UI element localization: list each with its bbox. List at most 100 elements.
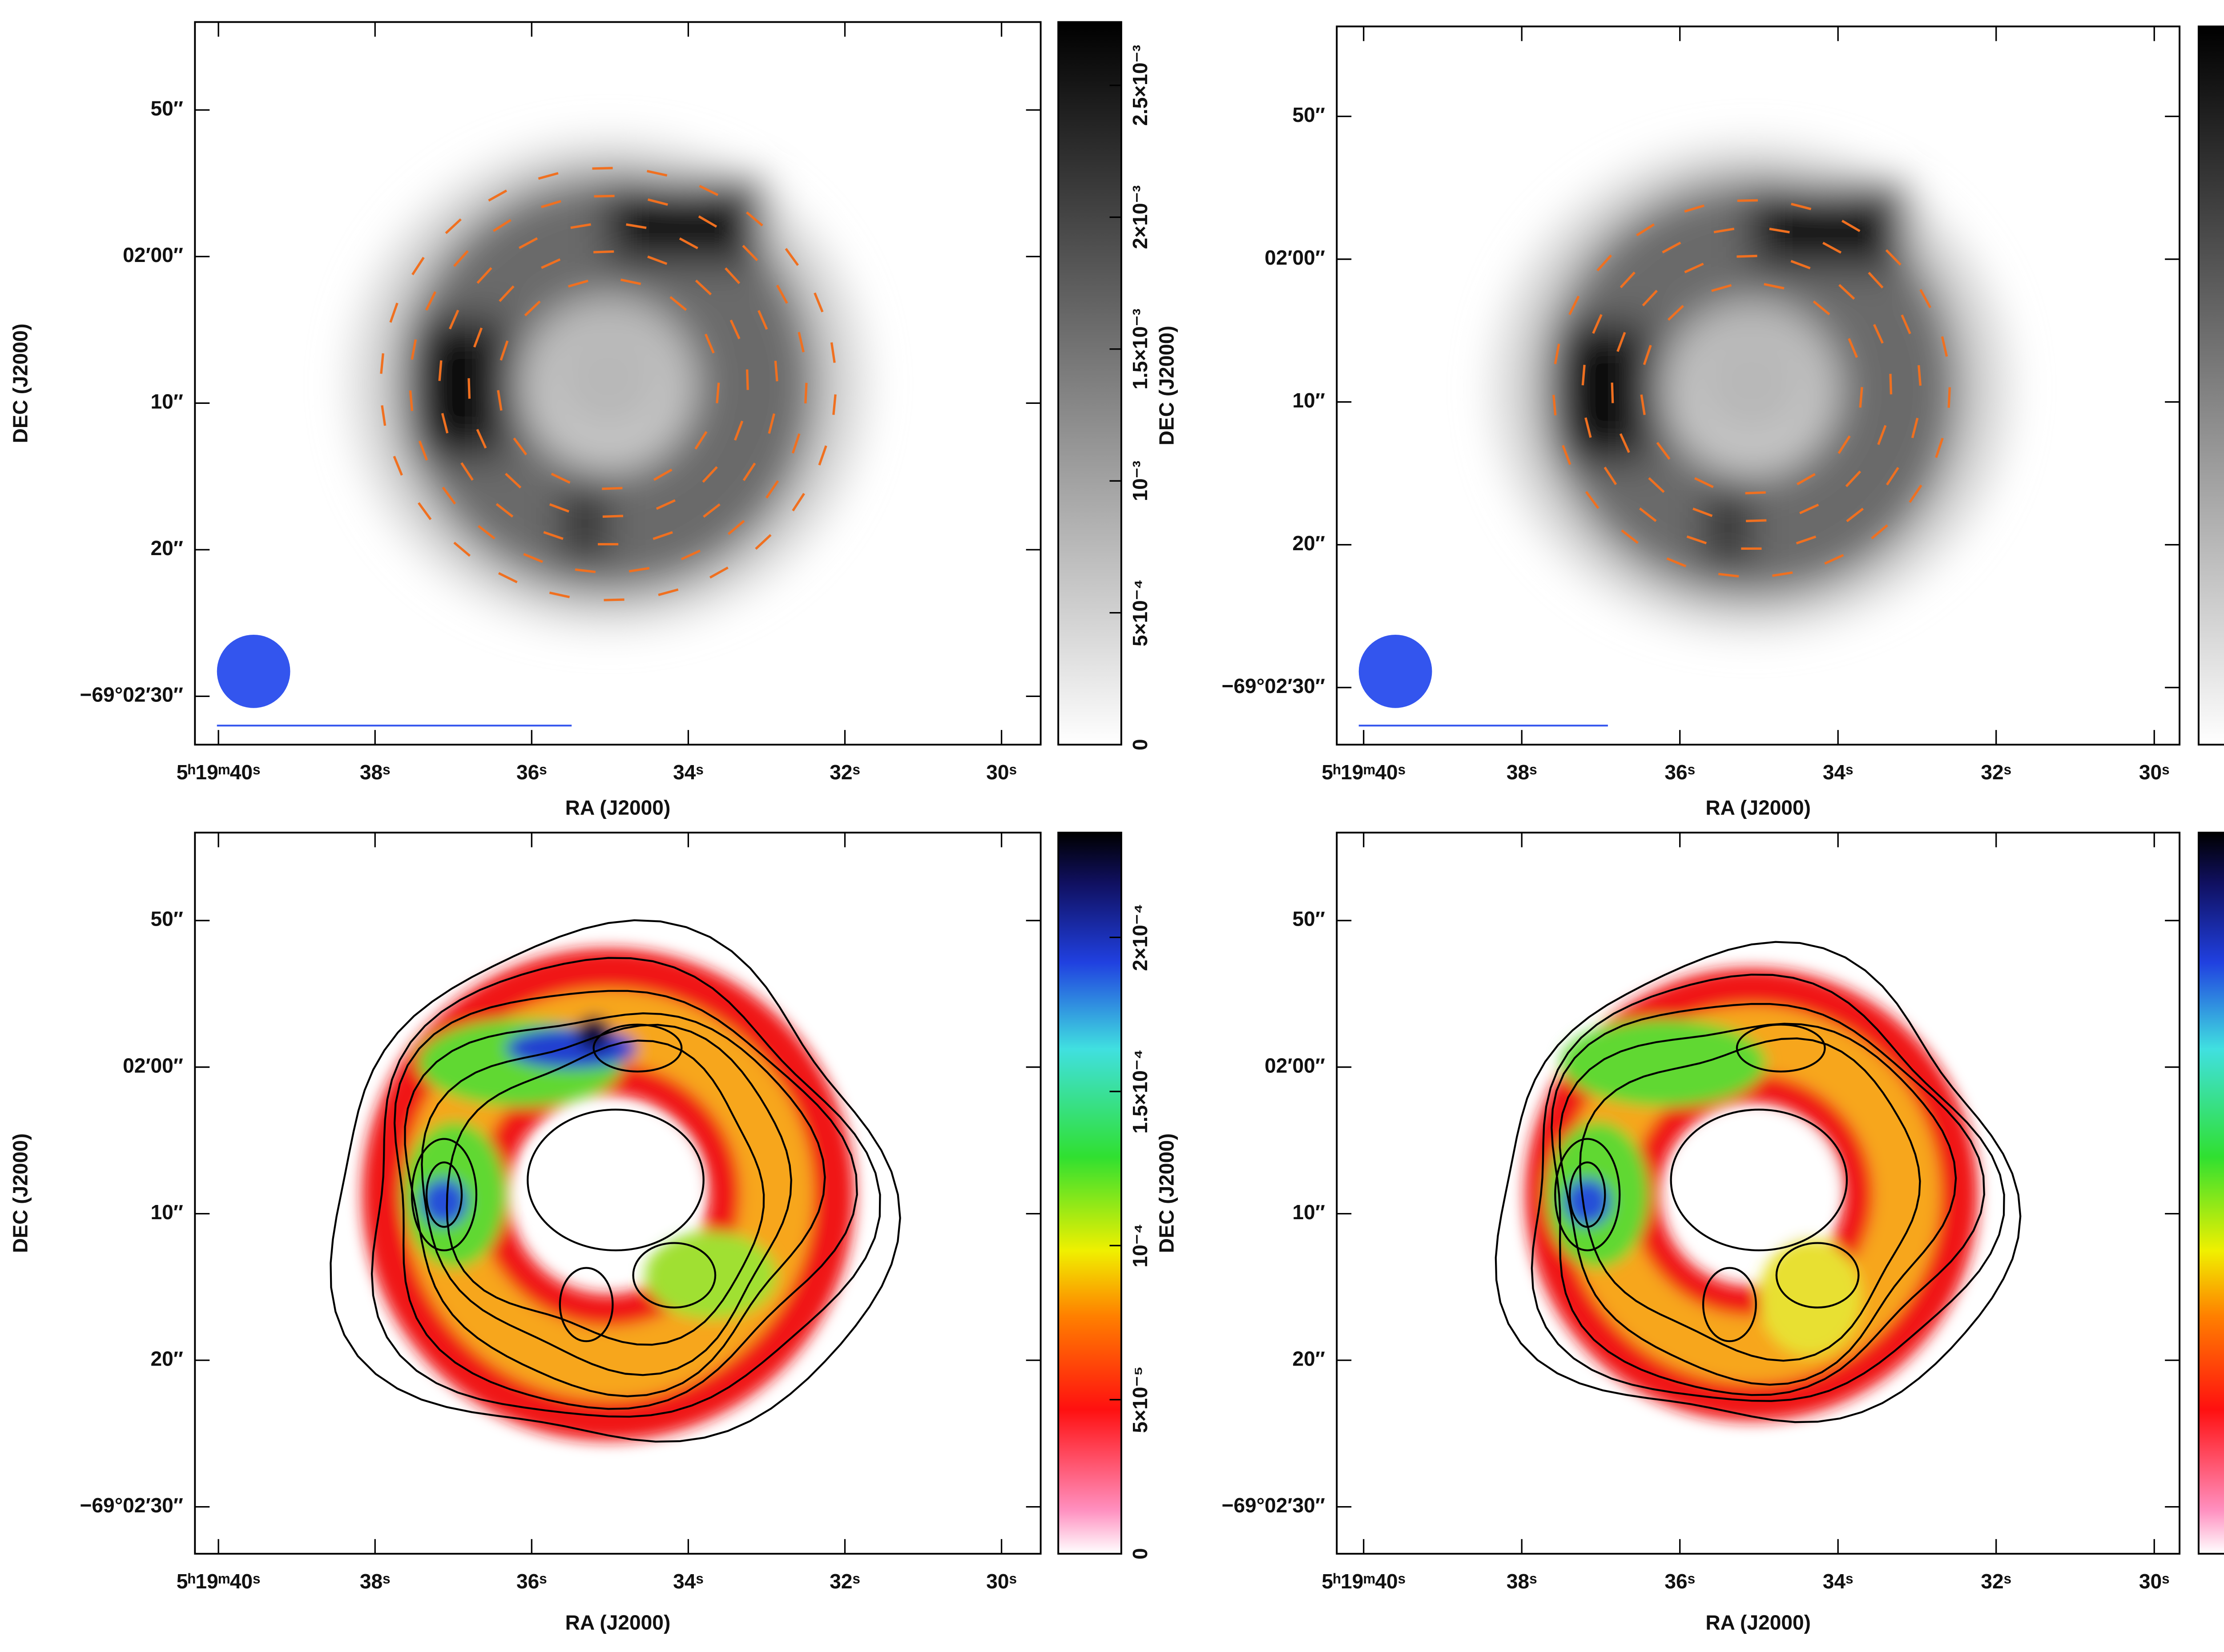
- x-tick-label: 36ˢ: [1664, 1570, 1695, 1593]
- contour: [393, 990, 858, 1410]
- polarisation-vector: [496, 503, 514, 518]
- colorbar-tick-label: 1.5×10⁻³: [1128, 309, 1152, 390]
- colorbar: [1057, 831, 1122, 1555]
- polarisation-vector: [798, 332, 805, 353]
- polarisation-vector: [1822, 242, 1842, 254]
- x-tick-label: 30ˢ: [986, 761, 1017, 784]
- polarisation-vector: [1640, 394, 1646, 415]
- emission-map: [1495, 146, 2008, 631]
- y-tick-label: 10″: [1293, 1201, 1325, 1224]
- polarisation-vector: [1711, 284, 1732, 292]
- polarisation-vector: [1604, 467, 1617, 485]
- plot-frame: [194, 831, 1042, 1555]
- polarisation-vector: [1868, 272, 1884, 289]
- panel: 5ʰ19ᵐ40ˢ 38ˢ 36ˢ 34ˢ 32ˢ 30ˢ 50″ 02′00″ 10″ 20″ −6…: [1155, 831, 2224, 1634]
- contour: [1551, 1003, 1985, 1396]
- polarisation-vector: [1585, 491, 1600, 509]
- polarisation-vector: [1642, 290, 1658, 306]
- x-tick-label: 5ʰ19ᵐ40ˢ: [1322, 761, 1406, 784]
- x-tick-label: 38ˢ: [1507, 1570, 1537, 1593]
- polarisation-vector: [549, 591, 570, 598]
- polarisation-vector: [1941, 336, 1948, 357]
- y-tick-label: −69°02′30″: [1221, 674, 1325, 697]
- polarisation-vector: [679, 237, 698, 250]
- emission-feature: [1553, 322, 1649, 462]
- polarisation-vector: [1769, 227, 1790, 234]
- polarisation-vector: [1684, 204, 1705, 213]
- y-tick-label: −69°02′30″: [1221, 1494, 1325, 1517]
- polarised-feature: [1684, 1119, 1833, 1241]
- contour: [592, 1023, 683, 1073]
- polarisation-vector: [746, 369, 749, 390]
- polarised-feature: [1564, 1178, 1611, 1225]
- contour: [1702, 1267, 1757, 1342]
- contour: [1554, 1138, 1621, 1252]
- polarisation-vector: [1796, 536, 1817, 544]
- polarisation-vector: [411, 339, 417, 360]
- polarisation-vector: [476, 429, 487, 449]
- y-axis-label: DEC (J2000): [1155, 1133, 1178, 1253]
- contour: [371, 957, 881, 1418]
- plot-frame: [1336, 831, 2181, 1555]
- polarisation-vector: [438, 360, 443, 381]
- polarisation-vector: [541, 258, 561, 269]
- polarisation-vector: [453, 250, 469, 267]
- colorbar: [2197, 831, 2224, 1555]
- polarisation-vector: [702, 466, 718, 483]
- polarisation-vector: [1772, 571, 1793, 577]
- x-tick-label: 38ˢ: [1507, 761, 1537, 784]
- y-axis-label: DEC (J2000): [9, 1133, 32, 1253]
- x-tick-label: 5ʰ19ᵐ40ˢ: [177, 761, 261, 784]
- polarisation-vector: [568, 279, 588, 288]
- x-tick-label: 38ˢ: [360, 761, 391, 784]
- polarised-feature: [535, 1114, 697, 1246]
- contour: [1569, 1161, 1606, 1228]
- polarisation-vector: [1554, 343, 1560, 364]
- polarisation-vector: [1666, 557, 1687, 568]
- x-axis-label: RA (J2000): [1705, 1611, 1811, 1634]
- polarisation-vector: [473, 327, 483, 348]
- panel: 5ʰ19ᵐ40ˢ 38ˢ 36ˢ 34ˢ 32ˢ 30ˢ 50″ 02′00″ 10″ 20″ −6…: [1155, 25, 2224, 819]
- polarisation-vector: [776, 284, 788, 304]
- polarisation-vector: [699, 185, 719, 196]
- colorbar-tick-label: 2.5×10⁻³: [1128, 45, 1152, 126]
- map-content: [1495, 146, 2008, 631]
- polarisation-vector: [1562, 445, 1571, 465]
- contour: [1495, 941, 2022, 1423]
- polarised-feature: [1759, 1238, 1862, 1356]
- polarisation-vector: [1686, 535, 1707, 544]
- polarisation-vector: [695, 279, 712, 296]
- polarisation-vector: [393, 455, 403, 476]
- polarisation-vector: [476, 267, 492, 284]
- polarisation-vector: [733, 420, 744, 441]
- polarisation-vector: [765, 480, 779, 499]
- x-tick-label: 36ˢ: [516, 1570, 547, 1593]
- emission-feature: [410, 318, 506, 458]
- polarisation-vector: [453, 541, 471, 557]
- colorbar-tick-label: 0: [1128, 739, 1152, 750]
- polarisation-vector: [523, 553, 543, 563]
- y-tick-label: 50″: [151, 97, 183, 120]
- polarisation-vector: [814, 292, 824, 313]
- polarisation-vector: [425, 291, 437, 311]
- emission-feature: [1708, 491, 1749, 564]
- polarisation-vector: [1596, 254, 1612, 272]
- contour: [527, 1108, 705, 1252]
- polarisation-vector: [1667, 305, 1684, 321]
- colorbar-tick-label: 0: [1128, 1548, 1152, 1559]
- polarisation-vector: [1616, 332, 1626, 352]
- x-tick-label: 34ˢ: [673, 761, 704, 784]
- polarisation-vector: [1911, 418, 1919, 439]
- polarisation-vector: [725, 267, 741, 284]
- x-tick-label: 38ˢ: [360, 1570, 391, 1593]
- polarisation-vector: [1846, 508, 1864, 522]
- x-tick-label: 32ˢ: [830, 1570, 860, 1593]
- polarisation-vector: [768, 413, 776, 434]
- contour: [1579, 1037, 1921, 1362]
- polarisation-vector: [1877, 425, 1887, 445]
- y-tick-label: −69°02′30″: [80, 1494, 183, 1517]
- polarisation-vector: [445, 218, 462, 234]
- polarisation-vector: [519, 237, 538, 249]
- emission-feature: [1751, 186, 1906, 267]
